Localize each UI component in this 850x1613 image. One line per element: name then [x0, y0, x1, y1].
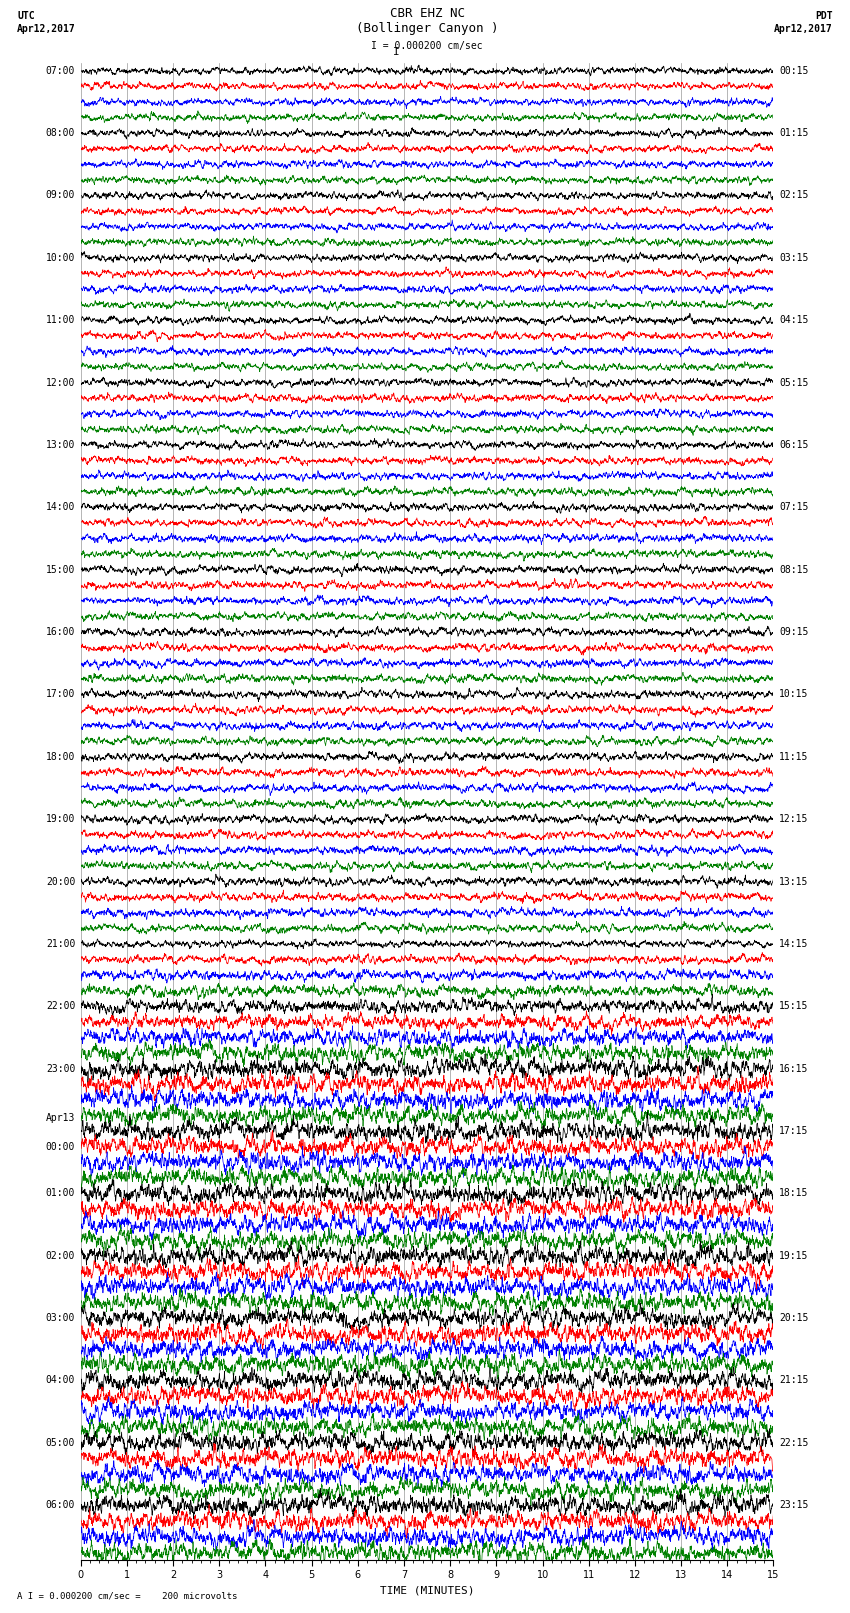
Text: 15:15: 15:15: [779, 1002, 808, 1011]
Text: 09:00: 09:00: [46, 190, 75, 200]
Text: 14:00: 14:00: [46, 502, 75, 513]
Text: 19:15: 19:15: [779, 1250, 808, 1261]
Text: 17:15: 17:15: [779, 1126, 808, 1136]
Text: 22:15: 22:15: [779, 1437, 808, 1448]
Text: 06:00: 06:00: [46, 1500, 75, 1510]
Text: 16:00: 16:00: [46, 627, 75, 637]
Text: UTC: UTC: [17, 11, 35, 21]
Text: 18:00: 18:00: [46, 752, 75, 761]
Text: PDT: PDT: [815, 11, 833, 21]
Text: 23:15: 23:15: [779, 1500, 808, 1510]
Text: 10:00: 10:00: [46, 253, 75, 263]
Text: 21:00: 21:00: [46, 939, 75, 948]
Text: 08:00: 08:00: [46, 127, 75, 139]
Text: 17:00: 17:00: [46, 689, 75, 700]
Text: I = 0.000200 cm/sec: I = 0.000200 cm/sec: [371, 40, 483, 52]
Text: 04:00: 04:00: [46, 1376, 75, 1386]
Text: 14:15: 14:15: [779, 939, 808, 948]
Text: 20:00: 20:00: [46, 876, 75, 887]
Text: 05:00: 05:00: [46, 1437, 75, 1448]
Text: 23:00: 23:00: [46, 1063, 75, 1074]
Text: 12:15: 12:15: [779, 815, 808, 824]
Text: I: I: [393, 47, 400, 56]
Text: 13:00: 13:00: [46, 440, 75, 450]
Text: Apr13: Apr13: [46, 1113, 75, 1123]
Text: Apr12,2017: Apr12,2017: [17, 24, 76, 34]
Text: 18:15: 18:15: [779, 1189, 808, 1198]
Title: CBR EHZ NC
(Bollinger Canyon ): CBR EHZ NC (Bollinger Canyon ): [356, 8, 498, 35]
Text: 07:15: 07:15: [779, 502, 808, 513]
Text: 13:15: 13:15: [779, 876, 808, 887]
Text: 00:00: 00:00: [46, 1142, 75, 1152]
Text: 19:00: 19:00: [46, 815, 75, 824]
Text: Apr12,2017: Apr12,2017: [774, 24, 833, 34]
Text: 11:15: 11:15: [779, 752, 808, 761]
Text: 12:00: 12:00: [46, 377, 75, 387]
Text: 06:15: 06:15: [779, 440, 808, 450]
Text: 07:00: 07:00: [46, 66, 75, 76]
Text: 20:15: 20:15: [779, 1313, 808, 1323]
Text: 02:00: 02:00: [46, 1250, 75, 1261]
Text: 01:15: 01:15: [779, 127, 808, 139]
Text: 00:15: 00:15: [779, 66, 808, 76]
Text: 03:00: 03:00: [46, 1313, 75, 1323]
Text: 15:00: 15:00: [46, 565, 75, 574]
Text: 21:15: 21:15: [779, 1376, 808, 1386]
Text: 05:15: 05:15: [779, 377, 808, 387]
Text: A I = 0.000200 cm/sec =    200 microvolts: A I = 0.000200 cm/sec = 200 microvolts: [17, 1590, 237, 1600]
Text: 08:15: 08:15: [779, 565, 808, 574]
Text: 02:15: 02:15: [779, 190, 808, 200]
Text: 10:15: 10:15: [779, 689, 808, 700]
Text: 01:00: 01:00: [46, 1189, 75, 1198]
Text: 22:00: 22:00: [46, 1002, 75, 1011]
Text: 11:00: 11:00: [46, 315, 75, 326]
Text: 03:15: 03:15: [779, 253, 808, 263]
Text: 04:15: 04:15: [779, 315, 808, 326]
X-axis label: TIME (MINUTES): TIME (MINUTES): [380, 1586, 474, 1595]
Text: 09:15: 09:15: [779, 627, 808, 637]
Text: 16:15: 16:15: [779, 1063, 808, 1074]
